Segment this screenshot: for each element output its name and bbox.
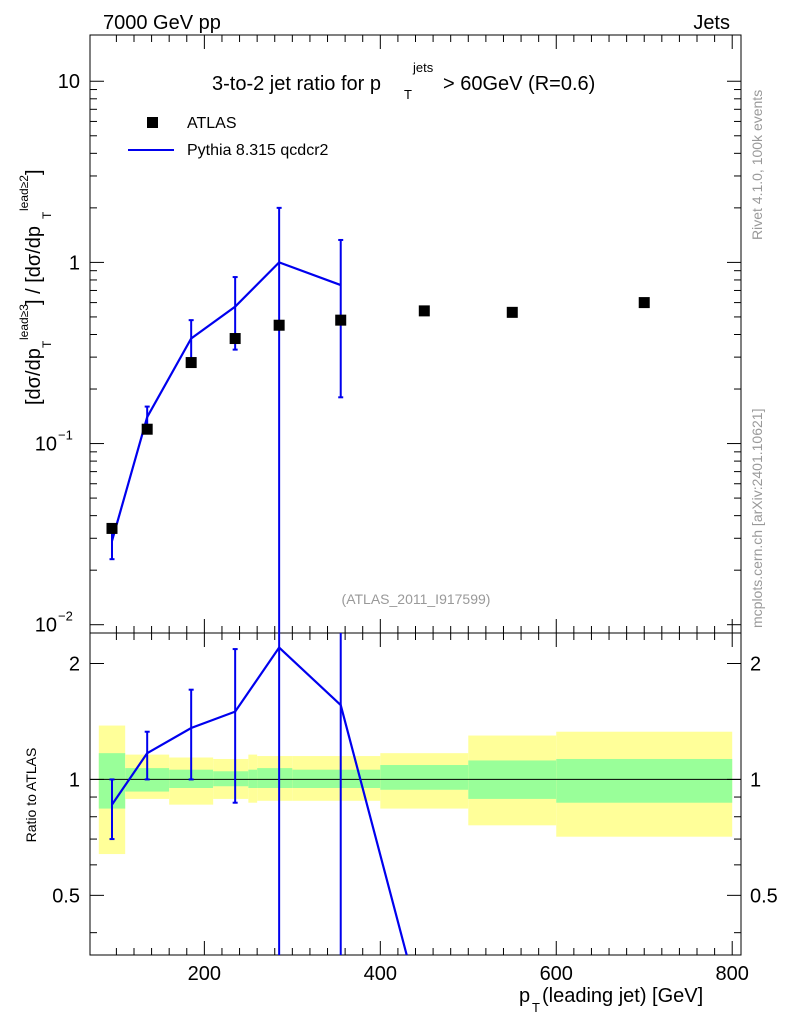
- legend: ATLAS Pythia 8.315 qcdcr2: [128, 115, 329, 159]
- x-axis-label: p T (leading jet) [GeV]: [519, 985, 703, 1015]
- y-tick-label-ratio: 2: [69, 653, 80, 675]
- legend-mc-label: Pythia 8.315 qcdcr2: [187, 142, 329, 159]
- y-tick-label-ratio-right: 1: [750, 769, 761, 791]
- y-tick-label-main: 10: [58, 71, 80, 93]
- svg-text:lead≥3: lead≥3: [17, 304, 31, 340]
- data-point: [185, 357, 197, 369]
- svg-text:T: T: [532, 1000, 540, 1015]
- svg-text:T: T: [40, 340, 54, 348]
- svg-text:(leading jet) [GeV]: (leading jet) [GeV]: [542, 985, 703, 1007]
- svg-text:> 60GeV (R=0.6): > 60GeV (R=0.6): [443, 73, 595, 95]
- x-tick-label: 800: [716, 963, 749, 985]
- stat-uncertainty-band: [556, 758, 733, 803]
- x-tick-label: 600: [540, 963, 573, 985]
- data-point: [273, 319, 285, 331]
- y-tick-label-ratio-right: 0.5: [750, 885, 778, 907]
- svg-text:] / [dσ/dp: ] / [dσ/dp: [23, 226, 45, 305]
- y-tick-label-main: 10 −1: [35, 428, 73, 456]
- axis-ticks: [90, 35, 741, 955]
- analysis-id: (ATLAS_2011_I917599): [342, 591, 491, 607]
- data-point: [506, 306, 518, 318]
- legend-data-label: ATLAS: [187, 115, 237, 132]
- data-point: [141, 423, 153, 435]
- stat-uncertainty-band: [257, 768, 293, 788]
- stat-uncertainty-band: [380, 765, 469, 790]
- stat-uncertainty-band: [213, 771, 249, 787]
- data-point: [335, 314, 347, 326]
- x-tick-label: 200: [188, 963, 221, 985]
- x-tick-label: 400: [364, 963, 397, 985]
- mc-series-line: [110, 261, 342, 542]
- svg-text:T: T: [404, 87, 412, 102]
- svg-text:p: p: [519, 985, 530, 1007]
- svg-text:]: ]: [23, 169, 45, 175]
- stat-uncertainty-band: [248, 769, 258, 788]
- svg-text:jets: jets: [412, 60, 434, 75]
- y-tick-label-exp: −2: [58, 609, 73, 624]
- data-point: [229, 333, 241, 345]
- svg-text:[dσ/dp: [dσ/dp: [23, 348, 45, 405]
- data-point: [106, 522, 118, 534]
- rivet-version: Rivet 4.1.0, 100k events: [749, 90, 765, 240]
- y-tick-label-base: 10: [35, 434, 57, 456]
- y-tick-label-ratio: 0.5: [52, 885, 80, 907]
- ratio-series-line: [111, 645, 408, 956]
- y-tick-label-base: 10: [35, 615, 57, 637]
- y-axis-label-ratio: Ratio to ATLAS: [23, 748, 39, 843]
- svg-text:lead≥2: lead≥2: [17, 175, 31, 211]
- data-point: [418, 305, 430, 317]
- ratio-bands: [98, 725, 733, 855]
- y-tick-label-main: 10 −2: [35, 609, 73, 637]
- main-plot-marks: [106, 206, 650, 633]
- data-point: [638, 297, 650, 309]
- legend-data-marker: [147, 117, 158, 128]
- ratio-plot-marks: [109, 633, 408, 956]
- mcplots-source: mcplots.cern.ch [arXiv:2401.10621]: [749, 409, 765, 628]
- header-energy: 7000 GeV pp: [103, 12, 221, 34]
- y-tick-label-main: 1: [69, 252, 80, 274]
- svg-text:3-to-2 jet ratio for p: 3-to-2 jet ratio for p: [212, 73, 381, 95]
- y-tick-label-exp: −1: [58, 428, 73, 443]
- svg-text:T: T: [40, 211, 54, 219]
- plot-title: 3-to-2 jet ratio for p T jets > 60GeV (R…: [212, 60, 595, 102]
- header-process: Jets: [693, 12, 730, 34]
- stat-uncertainty-band: [292, 769, 381, 788]
- y-tick-label-ratio: 1: [69, 769, 80, 791]
- y-tick-label-ratio-right: 2: [750, 653, 761, 675]
- y-axis-label-main: [dσ/dp T lead≥3 ] / [dσ/dp T lead≥2 ]: [17, 169, 54, 405]
